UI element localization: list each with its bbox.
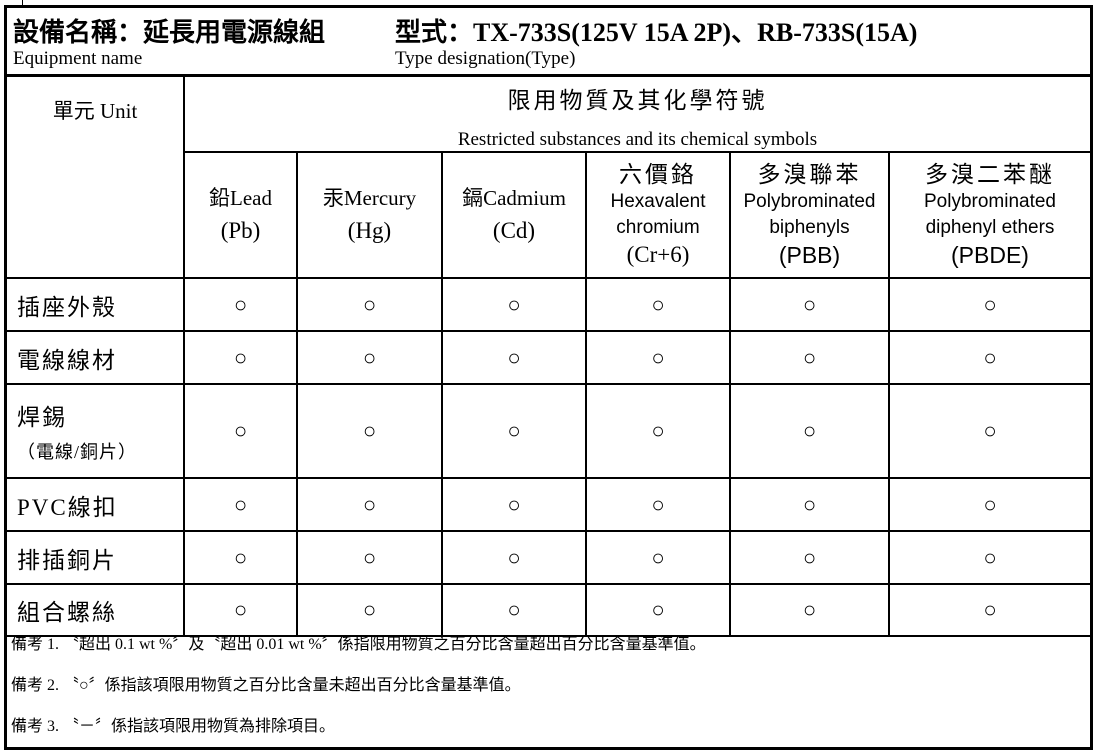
- edge-mark: [22, 0, 23, 5]
- substance-zh: 六價鉻: [619, 161, 697, 187]
- note-1: 備考 1. 〝超出 0.1 wt %〞及〝超出 0.01 wt %〞係指限用物質…: [11, 636, 706, 653]
- rohs-declaration-table: 設備名稱：延長用電源線組 Equipment name 型式：TX-733S(1…: [4, 5, 1093, 750]
- compliance-mark: ○: [729, 477, 890, 532]
- compliance-mark: ○: [729, 277, 890, 332]
- equipment-name: 設備名稱：延長用電源線組: [13, 18, 326, 47]
- table-row: 插座外殼 ○ ○ ○ ○ ○ ○: [7, 277, 1090, 332]
- column-header: 鎘Cadmium (Cd): [441, 151, 587, 279]
- compliance-mark: ○: [296, 330, 443, 385]
- unit-label: 電線線材: [7, 330, 185, 385]
- unit-name: 排插銅片: [17, 547, 117, 573]
- compliance-mark: ○: [441, 530, 587, 585]
- table-row: PVC線扣 ○ ○ ○ ○ ○ ○: [7, 477, 1090, 532]
- compliance-mark: ○: [296, 583, 443, 637]
- substance-en: Polybrominated diphenyl ethers: [923, 191, 1057, 238]
- unit-label: 插座外殼: [7, 277, 185, 332]
- column-header: 鉛Lead (Pb): [184, 151, 298, 279]
- compliance-mark: ○: [585, 277, 731, 332]
- compliance-mark: ○: [585, 330, 731, 385]
- restricted-zh: 限用物質及其化學符號: [507, 88, 768, 113]
- restricted-substances-header: 限用物質及其化學符號 Restricted substances and its …: [183, 77, 1090, 153]
- table-row: 排插銅片 ○ ○ ○ ○ ○ ○: [7, 530, 1090, 585]
- type-designation-en: Type designation(Type): [395, 48, 576, 69]
- compliance-mark: ○: [888, 583, 1090, 637]
- note-2: 備考 2. 〝○〞係指該項限用物質之百分比含量未超出百分比含量基準值。: [11, 677, 521, 694]
- compliance-mark: ○: [585, 530, 731, 585]
- unit-label: 組合螺絲: [7, 583, 185, 637]
- compliance-mark: ○: [183, 477, 298, 532]
- substance-en: Hexavalent chromium: [610, 191, 706, 238]
- type-block: 型式：TX-733S(125V 15A 2P)、RB-733S(15A) Typ…: [395, 18, 917, 70]
- compliance-mark: ○: [888, 383, 1090, 479]
- compliance-mark: ○: [296, 277, 443, 332]
- substance-en: Cadmium: [483, 185, 566, 210]
- substance-table: 單元 Unit 限用物質及其化學符號 Restricted substances …: [7, 77, 1090, 637]
- compliance-mark: ○: [888, 477, 1090, 532]
- compliance-mark: ○: [296, 383, 443, 479]
- substance-zh: 鉛: [209, 185, 230, 210]
- substance-symbol: (Cd): [492, 217, 536, 243]
- unit-sub: （電線/銅片）: [17, 442, 138, 462]
- substance-en: Mercury: [343, 185, 417, 210]
- unit-name: 電線線材: [17, 347, 117, 373]
- compliance-mark: ○: [183, 530, 298, 585]
- substance-zh: 汞: [322, 185, 344, 210]
- compliance-mark: ○: [888, 277, 1090, 332]
- compliance-mark: ○: [585, 583, 731, 637]
- compliance-mark: ○: [729, 583, 890, 637]
- table-row: 焊錫 （電線/銅片） ○ ○ ○ ○ ○ ○: [7, 383, 1090, 479]
- compliance-mark: ○: [183, 583, 298, 637]
- unit-header: 單元 Unit: [7, 77, 185, 279]
- substance-zh: 多溴聯苯: [757, 161, 862, 187]
- restricted-en: Restricted substances and its chemical s…: [457, 129, 818, 150]
- unit-name: PVC線扣: [17, 494, 118, 520]
- column-header: 多溴二苯醚 Polybrominated diphenyl ethers (PBDE…: [888, 151, 1090, 279]
- column-header: 汞Mercury (Hg): [296, 151, 443, 279]
- note-3: 備考 3. 〝－〞係指該項限用物質為排除項目。: [11, 718, 336, 735]
- unit-name: 焊錫: [17, 405, 67, 430]
- unit-name: 組合螺絲: [17, 600, 117, 625]
- compliance-mark: ○: [441, 477, 587, 532]
- notes: 備考 1. 〝超出 0.1 wt %〞及〝超出 0.01 wt %〞係指限用物質…: [11, 624, 706, 747]
- compliance-mark: ○: [296, 530, 443, 585]
- compliance-mark: ○: [441, 583, 587, 637]
- header: 設備名稱：延長用電源線組 Equipment name 型式：TX-733S(1…: [7, 8, 1090, 77]
- compliance-mark: ○: [729, 330, 890, 385]
- compliance-mark: ○: [729, 383, 890, 479]
- equipment-block: 設備名稱：延長用電源線組 Equipment name: [13, 18, 325, 70]
- compliance-mark: ○: [585, 383, 731, 479]
- type-designation: 型式：TX-733S(125V 15A 2P)、RB-733S(15A): [395, 18, 918, 47]
- table-row: 電線線材 ○ ○ ○ ○ ○ ○: [7, 330, 1090, 385]
- compliance-mark: ○: [888, 330, 1090, 385]
- compliance-mark: ○: [183, 277, 298, 332]
- unit-label: 排插銅片: [7, 530, 185, 585]
- compliance-mark: ○: [441, 383, 587, 479]
- substance-symbol: (Cr+6): [626, 241, 690, 267]
- unit-label: 焊錫 （電線/銅片）: [7, 383, 185, 479]
- substance-en: Polybrominated biphenyls: [743, 191, 876, 238]
- unit-label: PVC線扣: [7, 477, 185, 532]
- compliance-mark: ○: [585, 477, 731, 532]
- compliance-mark: ○: [296, 477, 443, 532]
- substance-symbol: (PBDE): [951, 241, 1029, 268]
- compliance-mark: ○: [183, 330, 298, 385]
- equipment-name-en: Equipment name: [13, 48, 143, 69]
- compliance-mark: ○: [729, 530, 890, 585]
- substance-symbol: (Hg): [347, 217, 392, 243]
- compliance-mark: ○: [441, 330, 587, 385]
- column-header: 多溴聯苯 Polybrominated biphenyls (PBB): [729, 151, 890, 279]
- compliance-mark: ○: [441, 277, 587, 332]
- compliance-mark: ○: [183, 383, 298, 479]
- column-header: 六價鉻 Hexavalent chromium (Cr+6): [585, 151, 731, 279]
- substance-en: Lead: [230, 185, 272, 210]
- compliance-mark: ○: [888, 530, 1090, 585]
- table-row: 組合螺絲 ○ ○ ○ ○ ○ ○: [7, 583, 1090, 637]
- substance-symbol: (Pb): [220, 217, 261, 243]
- substance-zh: 多溴二苯醚: [925, 161, 1055, 187]
- substance-zh: 鎘: [462, 185, 484, 210]
- substance-symbol: (PBB): [778, 241, 841, 268]
- unit-name: 插座外殼: [17, 294, 117, 320]
